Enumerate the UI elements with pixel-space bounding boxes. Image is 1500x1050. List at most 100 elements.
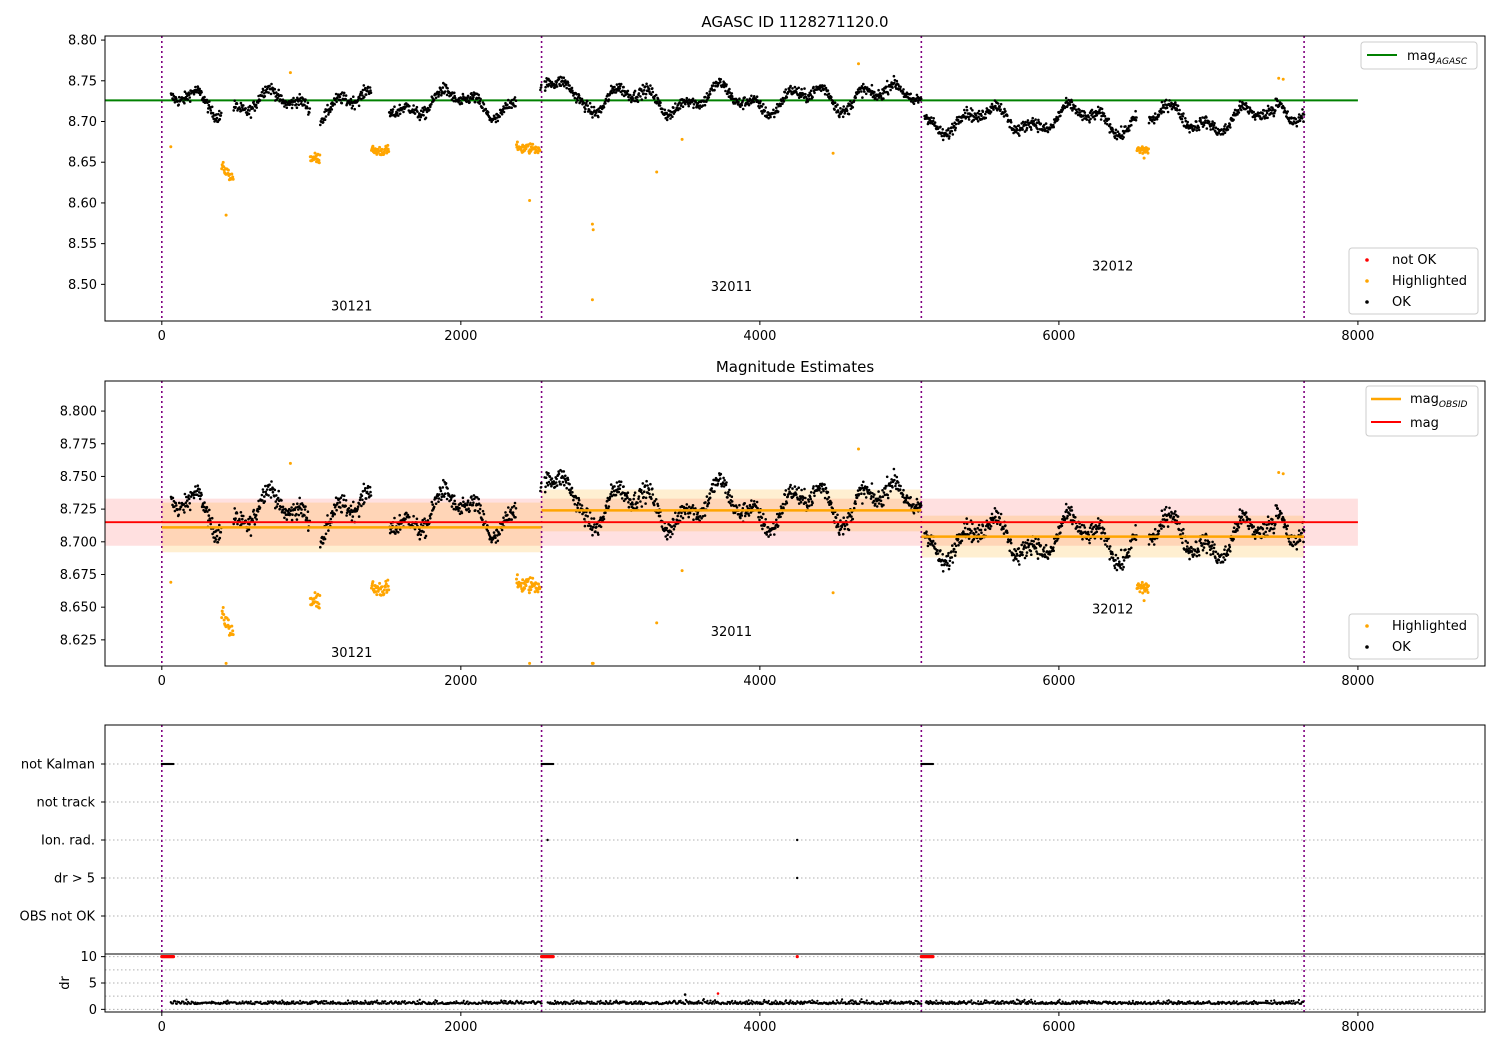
ok-point — [561, 82, 565, 86]
ok-point — [836, 103, 839, 106]
ok-point — [393, 105, 396, 108]
ok-point — [252, 508, 256, 512]
ok-point — [1298, 539, 1302, 542]
ok-point — [839, 527, 843, 531]
ok-point — [885, 484, 888, 488]
ok-point — [450, 505, 454, 508]
ok-point — [1289, 541, 1292, 544]
ok-point — [599, 110, 603, 114]
ok-point — [951, 544, 954, 547]
ok-point — [368, 86, 372, 89]
ok-point — [804, 501, 808, 505]
ok-point — [575, 503, 579, 507]
ok-point — [644, 496, 648, 500]
ok-point — [249, 516, 252, 520]
ok-point — [827, 496, 831, 499]
ok-point — [1291, 122, 1295, 126]
ok-point — [1199, 118, 1202, 122]
ok-point — [592, 517, 596, 520]
ok-point — [324, 115, 328, 118]
ok-point — [713, 88, 716, 92]
ok-point — [482, 102, 486, 106]
ok-point — [839, 519, 842, 522]
ok-point — [506, 103, 509, 107]
ok-point — [252, 100, 256, 103]
ok-point — [877, 88, 880, 92]
agasc-panel-frame — [104, 35, 1486, 322]
ok-point — [1009, 538, 1012, 541]
ok-point — [549, 482, 552, 486]
ok-point — [550, 477, 554, 480]
x-tick-label: 8000 — [1341, 674, 1374, 689]
ok-point — [936, 549, 939, 552]
ok-point — [952, 550, 955, 553]
ok-point — [290, 506, 293, 509]
ok-point — [954, 126, 957, 130]
ok-point — [1134, 538, 1138, 542]
ok-point — [192, 496, 196, 500]
ok-point — [468, 101, 471, 104]
ok-point — [760, 105, 764, 108]
ok-point — [1204, 119, 1207, 122]
ok-point — [206, 510, 209, 513]
ok-point — [1162, 110, 1166, 114]
ok-point — [283, 105, 286, 108]
agasc-panel: AGASC ID 1128271120.0 0 2000 4000 6000 80008… — [68, 13, 1486, 344]
ok-point — [344, 97, 348, 101]
ok-point — [506, 513, 509, 517]
ok-point — [1263, 522, 1266, 526]
ok-point — [219, 530, 223, 534]
ok-point — [1068, 103, 1072, 106]
highlighted-point — [857, 62, 860, 66]
ok-point — [577, 94, 581, 97]
ok-point — [397, 109, 401, 112]
ok-point — [636, 100, 640, 104]
ok-point — [708, 90, 711, 93]
ok-point — [713, 490, 716, 493]
ok-point — [1119, 125, 1123, 128]
ok-point — [440, 498, 443, 502]
ok-point — [471, 503, 475, 507]
ok-point — [292, 503, 295, 506]
ok-point — [973, 533, 976, 536]
ok-point — [1151, 540, 1154, 543]
highlighted-point — [382, 588, 386, 592]
ok-point — [967, 115, 970, 119]
ok-point — [747, 514, 751, 517]
ok-point — [335, 508, 338, 512]
ok-point — [642, 495, 645, 499]
ok-point — [817, 485, 821, 488]
ok-point — [1168, 99, 1171, 102]
ok-point — [912, 503, 915, 506]
ok-point — [789, 483, 792, 487]
ok-point — [701, 515, 705, 518]
ok-point — [1224, 545, 1227, 548]
ok-point — [397, 114, 400, 117]
ok-point — [654, 498, 658, 501]
ok-point — [419, 523, 423, 526]
ok-point — [674, 511, 677, 515]
ok-point — [953, 542, 956, 545]
ok-point — [881, 92, 885, 95]
ok-point — [208, 508, 211, 512]
ok-point — [973, 115, 976, 119]
ok-point — [1152, 116, 1155, 119]
ok-point — [466, 94, 470, 98]
ok-point — [300, 100, 303, 103]
ok-point — [721, 481, 725, 484]
ok-point — [360, 504, 363, 508]
ok-point — [976, 120, 980, 123]
highlighted-point — [1281, 472, 1285, 476]
ok-point — [841, 524, 844, 527]
ok-point — [615, 83, 619, 86]
ok-point — [1095, 530, 1099, 534]
ok-point — [885, 85, 888, 89]
ok-point — [456, 505, 459, 509]
highlighted-point — [222, 613, 226, 616]
ok-point — [1004, 524, 1007, 527]
highlighted-point — [1147, 147, 1150, 151]
ok-point — [872, 499, 876, 503]
ok-point — [637, 497, 640, 501]
ok-point — [1111, 127, 1114, 131]
ok-point — [860, 90, 863, 93]
